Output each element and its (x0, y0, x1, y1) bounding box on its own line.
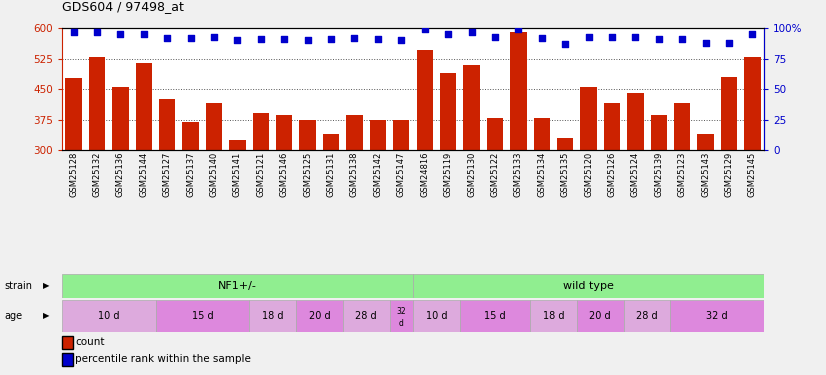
Point (605, 34, 619, 40)
Point (160, 35, 173, 41)
Text: 32: 32 (396, 307, 406, 316)
Bar (581, 87, 596, 272)
Text: wild type: wild type (563, 281, 614, 291)
Bar (230, 140, 245, 272)
Bar (460, 300, 530, 332)
Bar (159, 99, 175, 272)
Text: 15 d: 15 d (484, 311, 506, 321)
Text: GDS604 / 97498_at: GDS604 / 97498_at (62, 0, 184, 13)
Bar (627, 93, 643, 272)
Text: 20 d: 20 d (590, 311, 611, 321)
Point (441, 31, 454, 37)
Point (395, 38, 408, 44)
Point (207, 34, 221, 40)
Point (418, 26, 431, 32)
Point (746, 31, 759, 37)
Bar (651, 116, 667, 272)
Bar (65, 78, 82, 272)
Bar (534, 117, 550, 272)
Point (184, 35, 197, 41)
Bar (674, 103, 691, 272)
Point (699, 40, 712, 46)
Bar (62, 300, 155, 332)
Point (582, 34, 595, 40)
Bar (604, 103, 620, 272)
Text: 18 d: 18 d (543, 311, 564, 321)
Bar (393, 120, 410, 272)
Text: ▶: ▶ (43, 281, 50, 290)
Bar (697, 134, 714, 272)
Bar (62, 274, 413, 298)
Text: 15 d: 15 d (192, 311, 213, 321)
Text: 20 d: 20 d (309, 311, 330, 321)
Point (722, 40, 735, 46)
Text: count: count (75, 338, 105, 347)
Point (114, 31, 127, 37)
Text: NF1+/-: NF1+/- (218, 281, 257, 291)
Bar (487, 117, 503, 272)
Bar (721, 77, 737, 272)
Bar (253, 113, 269, 272)
Point (465, 29, 478, 35)
Bar (671, 300, 764, 332)
Bar (135, 63, 152, 272)
Bar (744, 57, 761, 272)
Text: strain: strain (4, 281, 32, 291)
Bar (624, 300, 671, 332)
Point (90, 29, 104, 35)
Point (301, 38, 314, 44)
Bar (370, 120, 386, 272)
Text: 28 d: 28 d (355, 311, 377, 321)
Bar (390, 300, 413, 332)
Point (348, 35, 361, 41)
Bar (440, 73, 456, 272)
Point (278, 36, 291, 42)
Bar (343, 300, 390, 332)
Bar (416, 51, 433, 272)
Bar (530, 300, 577, 332)
Point (676, 36, 689, 42)
Text: 10 d: 10 d (98, 311, 120, 321)
Bar (510, 32, 526, 272)
Bar (276, 116, 292, 272)
Bar (557, 138, 573, 272)
Text: 18 d: 18 d (262, 311, 283, 321)
Bar (463, 64, 480, 272)
Bar (300, 120, 316, 272)
Bar (112, 87, 129, 272)
Bar (413, 274, 764, 298)
Bar (413, 300, 460, 332)
Text: 32 d: 32 d (706, 311, 728, 321)
Bar (155, 300, 249, 332)
Point (511, 26, 525, 32)
Point (230, 38, 244, 44)
Point (558, 41, 572, 47)
Point (137, 31, 150, 37)
Text: 28 d: 28 d (636, 311, 657, 321)
Text: d: d (399, 320, 404, 328)
Bar (323, 134, 339, 272)
Text: 10 d: 10 d (425, 311, 447, 321)
Point (535, 35, 548, 41)
Bar (183, 122, 199, 272)
Text: percentile rank within the sample: percentile rank within the sample (75, 354, 251, 364)
Point (372, 36, 385, 42)
Bar (249, 300, 296, 332)
Point (325, 36, 338, 42)
Bar (206, 103, 222, 272)
Bar (89, 57, 105, 272)
Point (67, 29, 80, 35)
Point (629, 34, 642, 40)
Point (652, 36, 665, 42)
Point (254, 36, 268, 42)
Text: ▶: ▶ (43, 311, 50, 320)
Bar (577, 300, 624, 332)
Text: age: age (4, 311, 22, 321)
Bar (346, 116, 363, 272)
Point (488, 34, 501, 40)
Bar (296, 300, 343, 332)
